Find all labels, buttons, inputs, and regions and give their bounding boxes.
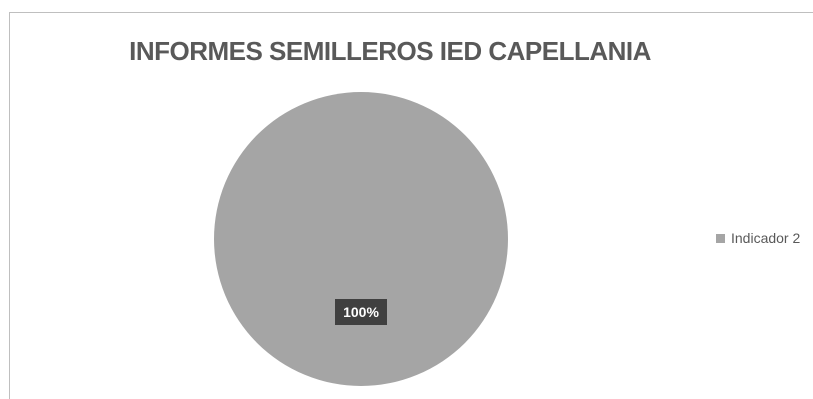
- pie-data-label: 100%: [335, 299, 387, 325]
- chart-title: INFORMES SEMILLEROS IED CAPELLANIA: [129, 36, 651, 66]
- chart-frame-top-border: [9, 12, 813, 13]
- data-label-text: 100%: [343, 304, 379, 320]
- data-label-box: [335, 299, 387, 325]
- chart-frame-left-border: [9, 12, 10, 399]
- chart-legend: Indicador 2: [716, 230, 800, 246]
- legend-label: Indicador 2: [731, 230, 801, 246]
- pie-slice: [214, 92, 508, 386]
- legend-swatch: [716, 233, 725, 243]
